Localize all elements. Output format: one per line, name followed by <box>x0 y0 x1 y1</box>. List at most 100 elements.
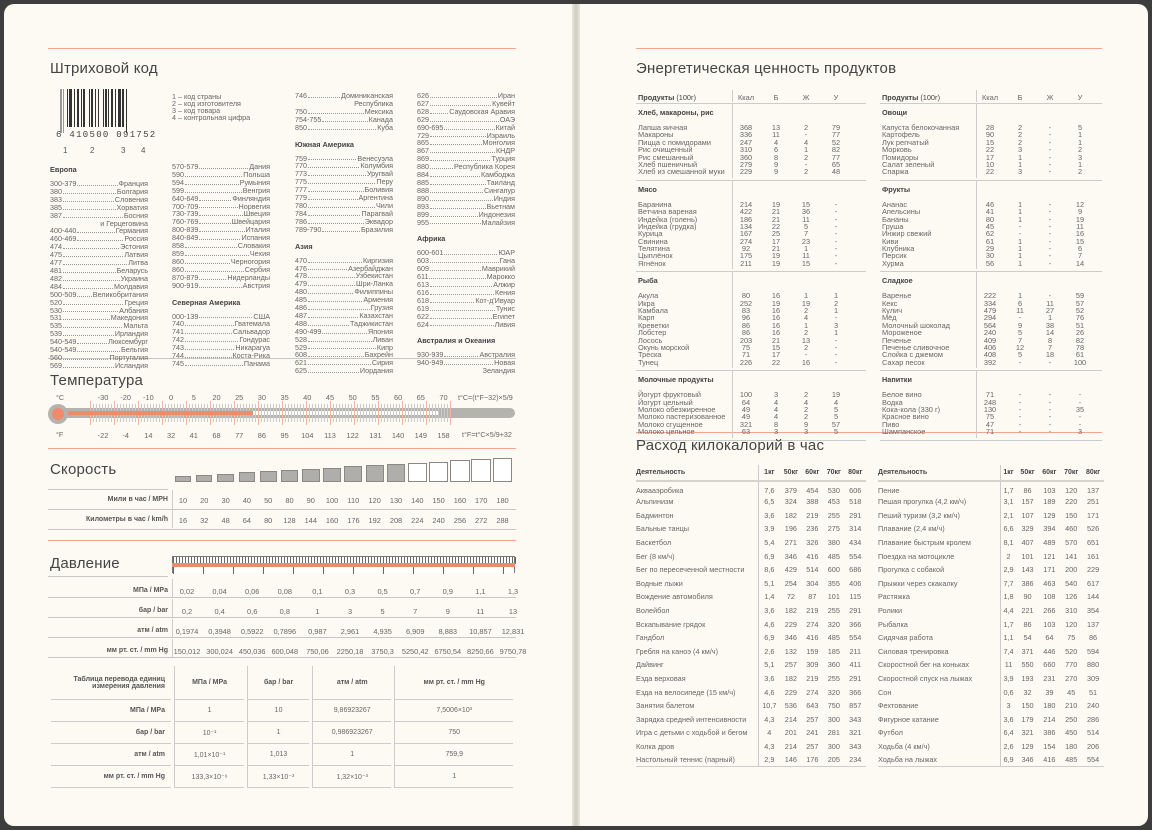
food-value: 1 <box>833 328 839 338</box>
food-value: - <box>1048 123 1052 132</box>
calories-value: 326 <box>806 538 819 548</box>
country-name: Люксембург <box>108 337 148 347</box>
mph-value: 30 <box>221 496 230 505</box>
food-value: - <box>1048 207 1052 217</box>
activity-name: Ходьба на лыжах <box>878 753 1001 768</box>
calories-value: 121 <box>1043 551 1056 561</box>
pressure-ruler-band <box>172 563 515 567</box>
energy-col-header: Ж <box>1046 93 1054 102</box>
leader-dots <box>430 321 494 327</box>
celsius-label: 45 <box>325 393 335 402</box>
food-value: 63 <box>741 427 751 437</box>
country-code: 560 <box>50 352 62 362</box>
food-value: 71 <box>741 350 751 360</box>
separator <box>172 579 173 597</box>
country-entry: 624 Ливия <box>417 320 515 329</box>
calories-value: 171 <box>1086 510 1100 520</box>
calories-value: 254 <box>784 578 797 588</box>
pressure-value: 300,024 <box>206 647 233 656</box>
country-code: 773 <box>295 169 307 179</box>
calories-value: 3,6 <box>764 674 775 684</box>
food-row: Кока-кола (330 г) 130 - - 35 <box>880 404 1102 414</box>
food-value: 167 <box>739 229 753 239</box>
activity-name: Сон <box>878 685 1001 699</box>
food-value: 4 <box>773 137 779 147</box>
food-value: 48 <box>831 167 841 177</box>
calories-value: 0,6 <box>1003 687 1014 697</box>
calories-row: Растяжка 1,8 90 108 126 144 <box>878 590 1104 604</box>
country-code: 729 <box>417 130 429 140</box>
country-entry: 888 Сингапур <box>417 186 515 195</box>
calories-value: 182 <box>784 606 797 616</box>
calories-value: 211 <box>849 646 862 656</box>
country-entry: 779 Аргентина <box>295 194 393 202</box>
country-name: Германия <box>115 226 148 236</box>
activity-name: Плавание (2,4 км/ч) <box>878 522 1001 536</box>
calories-col-header: 80кг <box>1082 465 1104 482</box>
food-row: Креветки 86 16 1 3 <box>636 320 866 330</box>
calories-value: 346 <box>784 551 797 561</box>
country-entry: 930-939 Австралия <box>417 351 515 359</box>
calories-value: 643 <box>806 701 819 711</box>
country-code: 628 <box>417 106 429 116</box>
country-name: Израиль <box>486 130 515 140</box>
country-name: Кот-д'Ивуар <box>475 295 515 305</box>
country-entry: 477 Литва <box>50 259 148 267</box>
country-entry: 000-139 США <box>172 312 270 321</box>
food-value: 336 <box>739 130 753 140</box>
calories-row: Колка дров 4,3 214 257 300 343 <box>636 739 866 754</box>
calories-row: Водные лыжи 5,1 254 304 355 406 <box>636 576 866 591</box>
food-value: 130 <box>983 404 997 414</box>
food-value: - <box>1078 412 1082 422</box>
calories-value: 219 <box>806 510 819 520</box>
food-value: 19 <box>771 258 781 268</box>
region-heading: Северная Америка <box>172 297 241 307</box>
calories-value: 606 <box>849 486 862 495</box>
leader-dots <box>63 322 123 329</box>
food-value: 65 <box>831 159 841 169</box>
region-heading: Африка <box>417 234 446 244</box>
calories-value: 453 <box>827 497 840 507</box>
food-name: Ананас <box>882 199 908 209</box>
food-value: 1 <box>1017 244 1023 254</box>
country-name: Мексика <box>364 106 393 116</box>
food-name: Печенье сливочное <box>882 342 950 352</box>
calories-value: 6,6 <box>1003 524 1014 534</box>
food-value: 564 <box>983 320 997 330</box>
country-name: Великобритания <box>92 289 148 299</box>
calories-value: 3,9 <box>764 524 775 534</box>
activity-name: Гребля на каноэ (4 км/ч) <box>636 644 759 659</box>
conversion-cell: 0,986923267 <box>311 722 392 744</box>
country-code: 629 <box>417 114 429 124</box>
country-name: Никарагуа <box>235 343 270 353</box>
activity-name: Игра с детьми с ходьбой и бегом <box>636 726 759 740</box>
calories-col-header: 1кг <box>1000 465 1017 482</box>
calories-value: 514 <box>1086 728 1100 738</box>
leader-dots <box>430 257 499 264</box>
country-code: 743 <box>172 343 184 353</box>
conversion-cell: атм / atm <box>51 744 171 766</box>
speed-box <box>217 473 234 482</box>
calories-value: 686 <box>849 565 862 575</box>
food-value: 10 <box>985 159 995 169</box>
category-heading: Молочные продукты <box>638 375 714 385</box>
calories-row: Сон 0,6 32 39 45 51 <box>878 685 1104 699</box>
leader-dots <box>77 338 108 345</box>
leader-dots <box>429 273 486 280</box>
food-name: Хлеб пшеничный <box>638 159 698 169</box>
leader-dots <box>63 314 110 321</box>
country-code: 744 <box>172 351 184 361</box>
country-name: Индонезия <box>478 209 515 219</box>
food-value: 11 <box>802 251 810 261</box>
food-row: Спаржа 22 3 - 2 <box>880 168 1102 176</box>
fahrenheit-label: 77 <box>235 431 244 440</box>
activity-name: Бальные танцы <box>636 522 759 536</box>
calories-value: 250 <box>1065 714 1078 724</box>
calories-value: 182 <box>784 674 797 684</box>
barcode-title: Штриховой код <box>50 60 158 77</box>
leader-dots <box>308 359 371 366</box>
food-value: 1 <box>803 145 809 155</box>
food-value: 3 <box>833 320 839 330</box>
divider <box>48 617 516 618</box>
calories-value: 2,9 <box>1003 565 1014 575</box>
